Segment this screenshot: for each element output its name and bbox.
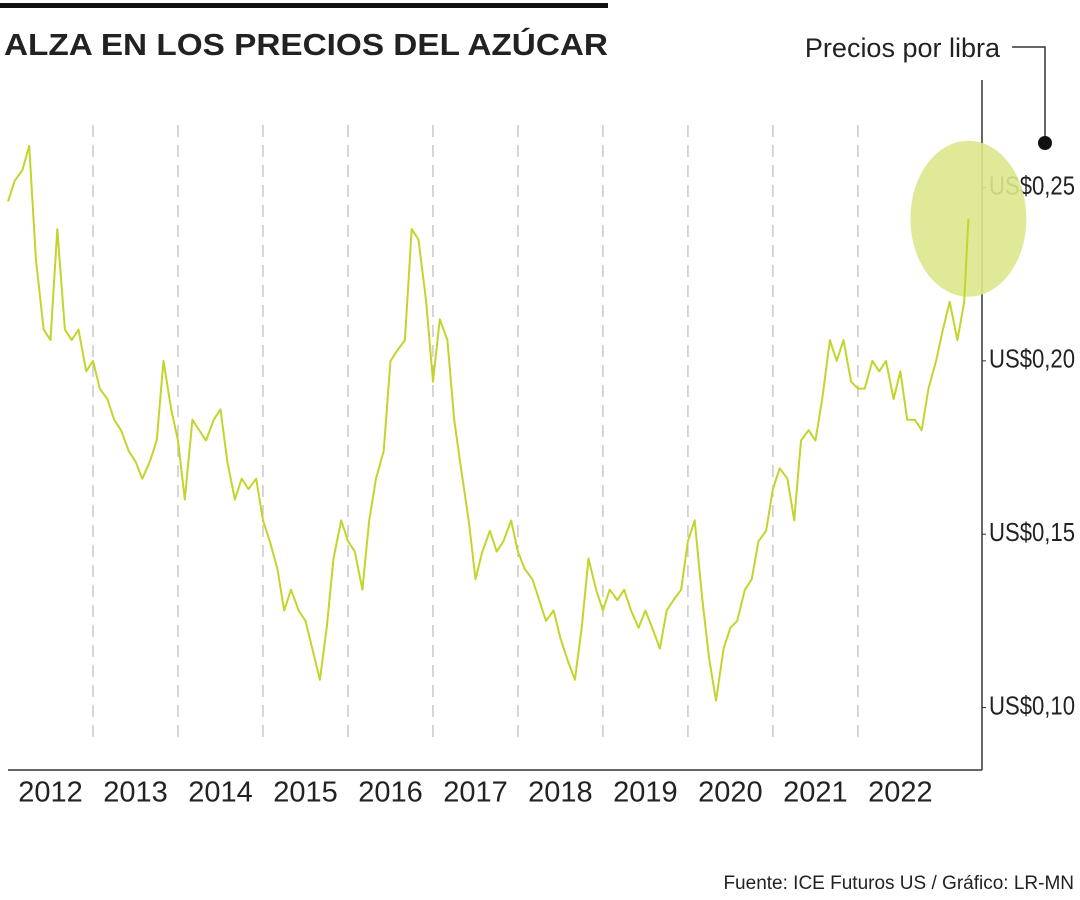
x-tick-label: 2015 xyxy=(273,777,338,809)
annotation: Precios por libra xyxy=(805,33,1001,63)
x-tick-label: 2013 xyxy=(103,777,168,809)
y-tick-label: US$0,20 xyxy=(989,344,1075,374)
x-tick-label: 2012 xyxy=(18,777,83,809)
annotation-leader xyxy=(1012,46,1046,143)
x-tick-label: 2014 xyxy=(188,777,253,809)
y-tick-label: US$0,10 xyxy=(989,690,1075,720)
x-tick-label: 2021 xyxy=(783,777,848,809)
price-line xyxy=(7,144,970,702)
x-tick-label: 2019 xyxy=(613,777,678,809)
x-tick-label: 2016 xyxy=(358,777,423,809)
y-tick-label: US$0,15 xyxy=(989,517,1075,547)
x-tick-label: 2020 xyxy=(698,777,763,809)
chart-title: ALZA EN LOS PRECIOS DEL AZÚCAR xyxy=(4,26,608,62)
title-bar xyxy=(0,3,608,8)
x-tick-label: 2017 xyxy=(443,777,508,809)
x-tick-label: 2018 xyxy=(528,777,593,809)
source: Fuente: ICE Futuros US / Gráfico: LR-MN xyxy=(723,873,1074,894)
x-tick-label: 2022 xyxy=(868,777,933,809)
annotation-dot xyxy=(1038,136,1052,150)
highlight xyxy=(910,140,1027,297)
